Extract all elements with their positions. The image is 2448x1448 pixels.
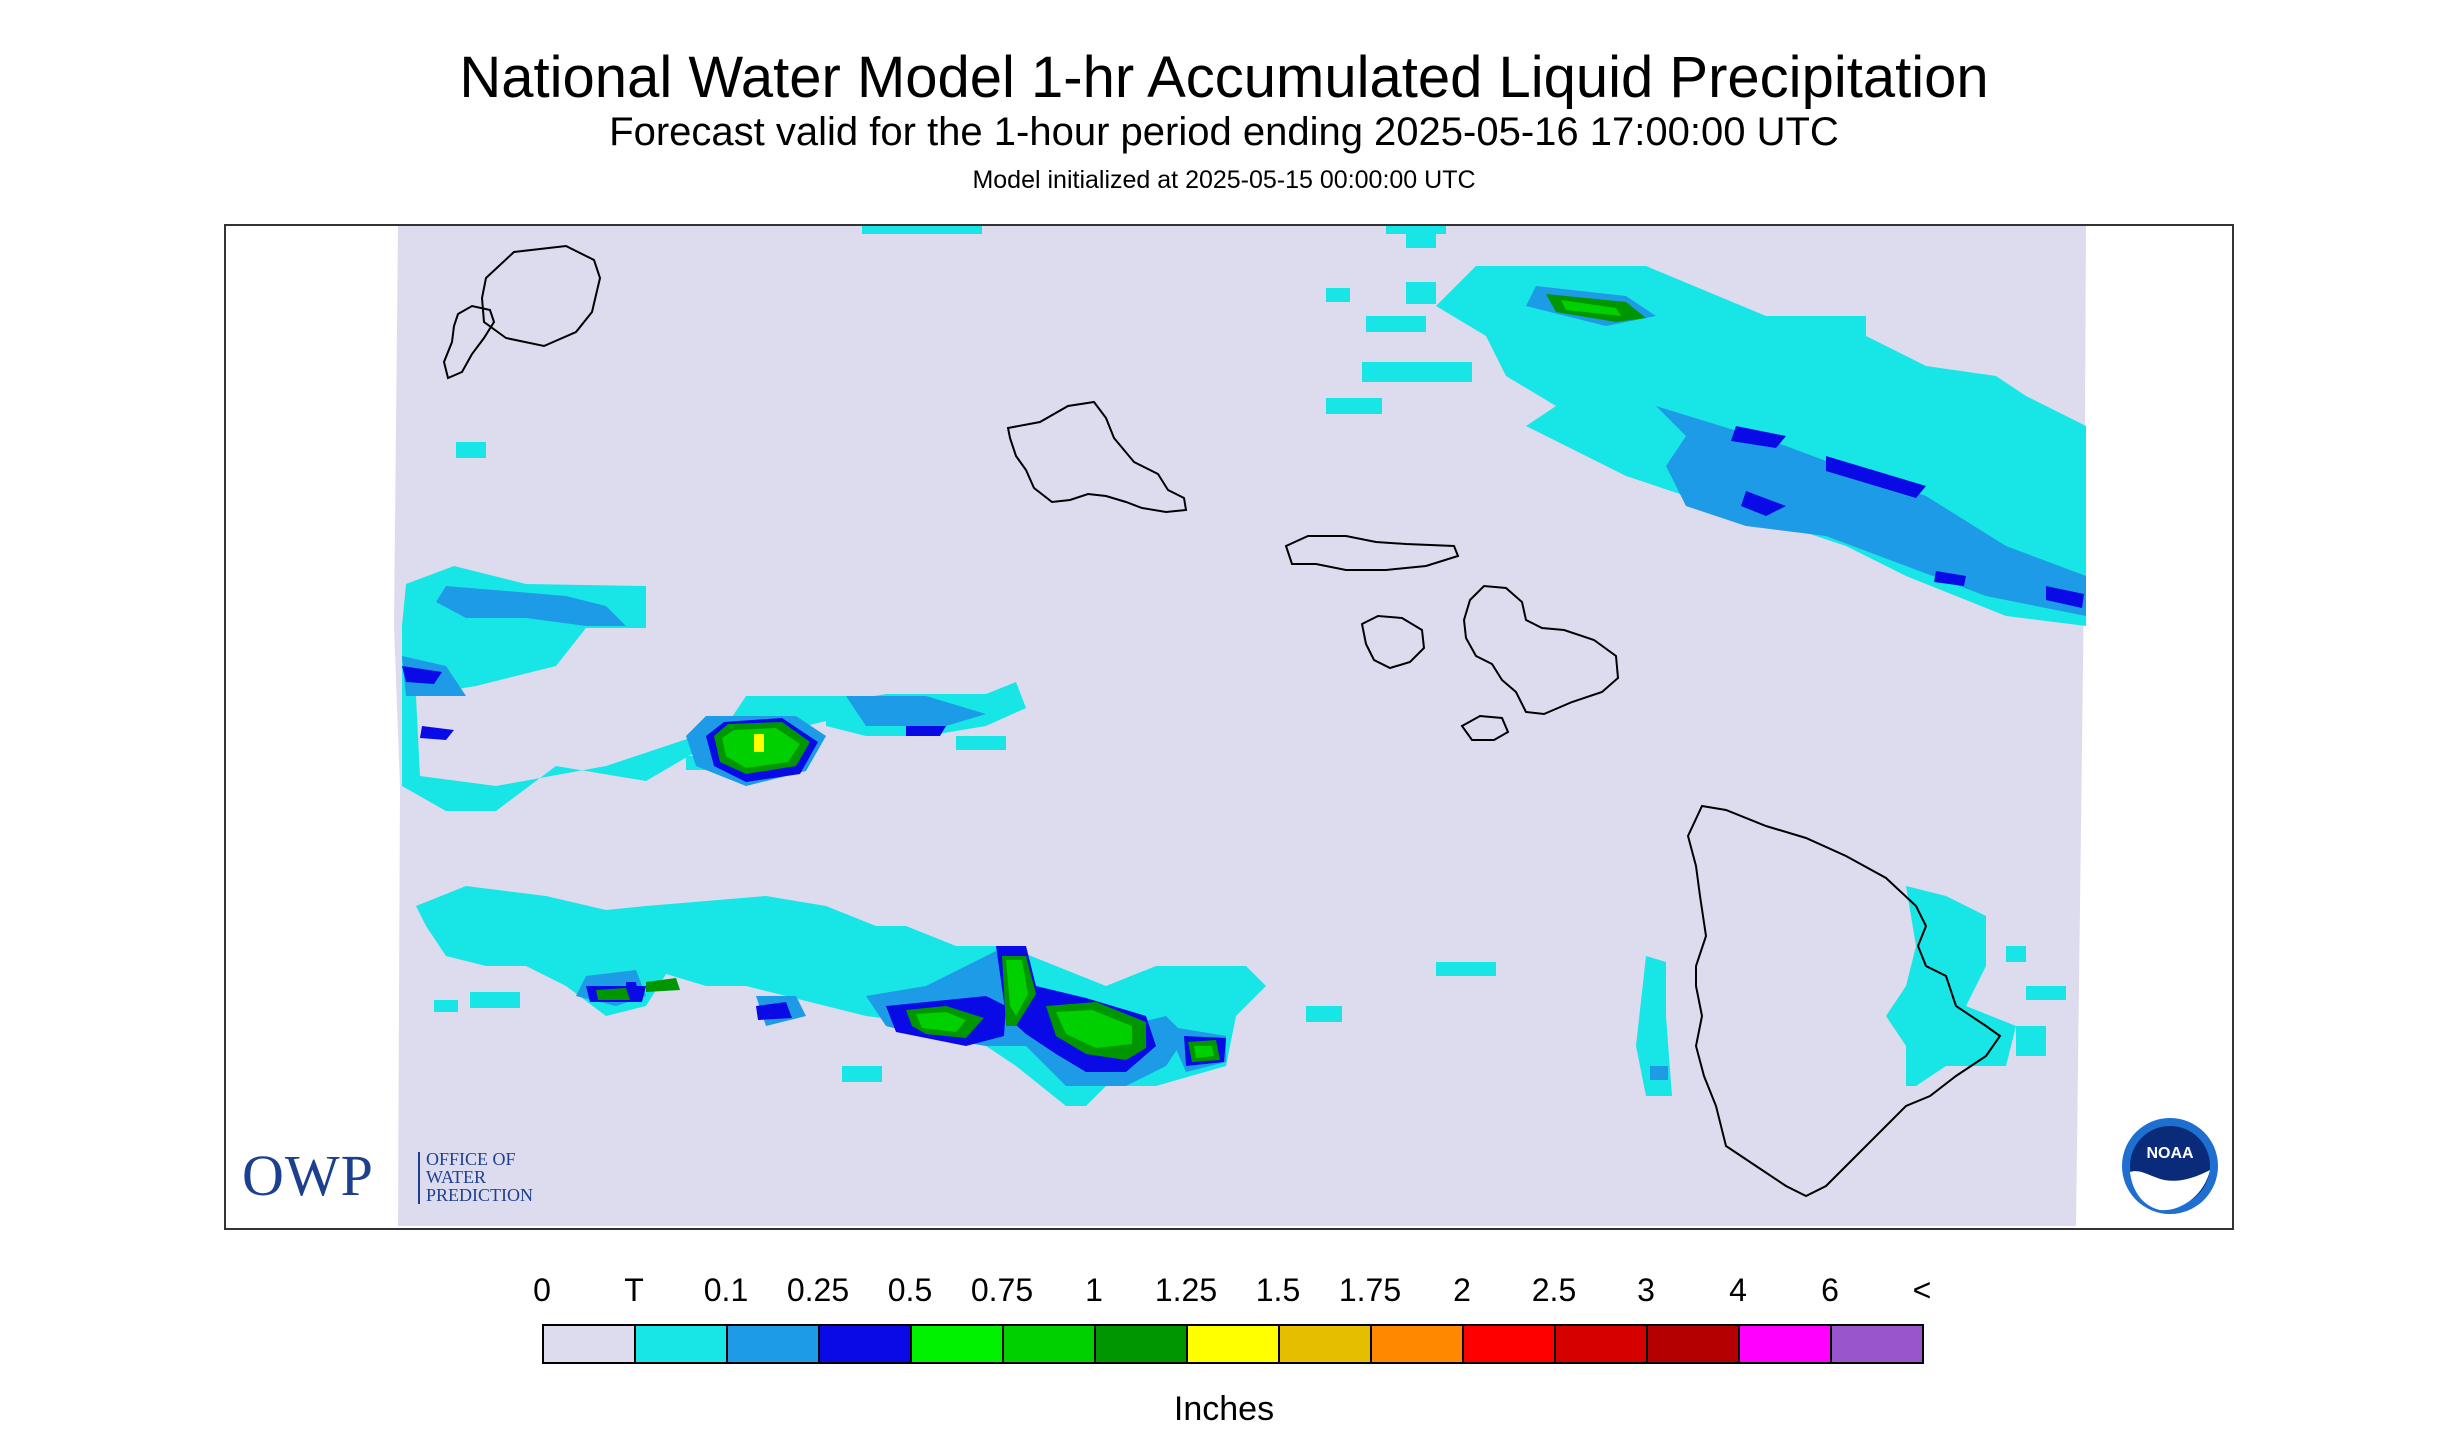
- legend-label: 0.5: [887, 1272, 933, 1308]
- legend-swatch: [1554, 1324, 1648, 1364]
- legend-swatch: [1646, 1324, 1740, 1364]
- legend-label: 4: [1729, 1272, 1747, 1308]
- legend-label: <: [1912, 1272, 1932, 1308]
- legend-label: 2.5: [1531, 1272, 1577, 1308]
- coastlines: [442, 244, 2002, 1198]
- legend-label: 0.25: [786, 1272, 850, 1308]
- legend-label: 1.5: [1255, 1272, 1301, 1308]
- owp-logo-line: OFFICE OF: [426, 1149, 516, 1169]
- owp-logo-divider: [418, 1152, 420, 1204]
- legend-swatch: [1738, 1324, 1832, 1364]
- legend-label: 3: [1637, 1272, 1655, 1308]
- legend-label: 1: [1085, 1272, 1103, 1308]
- owp-logo-subtext: OFFICE OF WATER PREDICTION: [426, 1150, 533, 1204]
- coast-niihau: [442, 304, 496, 380]
- legend-swatch: [1002, 1324, 1096, 1364]
- owp-logo-text: OWP: [242, 1143, 374, 1208]
- map-subtitle: Forecast valid for the 1-hour period end…: [609, 110, 1839, 154]
- map-canvas: [394, 226, 2086, 1226]
- owp-logo-line: PREDICTION: [426, 1185, 533, 1205]
- legend: 0 T 0.1 0.25 0.5 0.75 1 1.25 1.5 1.75 2 2.5 3 4 6 <: [533, 1272, 1931, 1372]
- legend-label: 0.1: [703, 1272, 749, 1308]
- precip-south-band: [416, 886, 1496, 1106]
- coast-oahu: [1006, 400, 1188, 514]
- legend-swatch: [818, 1324, 912, 1364]
- legend-label: 1.25: [1154, 1272, 1218, 1308]
- legend-swatch: [910, 1324, 1004, 1364]
- legend-label: 6: [1821, 1272, 1839, 1308]
- legend-swatch: [634, 1324, 728, 1364]
- legend-swatch: [1278, 1324, 1372, 1364]
- coast-hawaii: [1686, 804, 2002, 1198]
- legend-swatch: [1094, 1324, 1188, 1364]
- coast-kahoolawe: [1460, 714, 1510, 741]
- precip-big-island: [1636, 886, 2066, 1096]
- legend-swatch: [1186, 1324, 1280, 1364]
- coast-kauai: [480, 244, 602, 348]
- legend-label: T: [624, 1272, 644, 1308]
- legend-label: 1.75: [1338, 1272, 1402, 1308]
- noaa-logo-text: NOAA: [2146, 1145, 2194, 1162]
- legend-swatch: [726, 1324, 820, 1364]
- precipitation-map: OWP OFFICE OF WATER PREDICTION NOAA: [224, 224, 2234, 1230]
- coast-maui: [1462, 584, 1620, 716]
- legend-swatch: [542, 1324, 636, 1364]
- model-init-time: Model initialized at 2025-05-15 00:00:00…: [972, 166, 1476, 194]
- precip-ne-band: [862, 226, 2086, 626]
- precip-west-middle: [402, 442, 1026, 811]
- legend-swatch: [1462, 1324, 1556, 1364]
- map-title: National Water Model 1-hr Accumulated Li…: [459, 45, 1989, 110]
- legend-label: 2: [1453, 1272, 1471, 1308]
- legend-swatch: [1830, 1324, 1924, 1364]
- coast-lanai: [1360, 614, 1426, 670]
- noaa-logo: NOAA: [2120, 1116, 2220, 1216]
- legend-label: 0.75: [970, 1272, 1034, 1308]
- owp-logo-line: WATER: [426, 1167, 486, 1187]
- legend-swatch: [1370, 1324, 1464, 1364]
- coast-molokai: [1284, 535, 1460, 571]
- legend-units: Inches: [1173, 1390, 1275, 1428]
- legend-label: 0: [533, 1272, 551, 1308]
